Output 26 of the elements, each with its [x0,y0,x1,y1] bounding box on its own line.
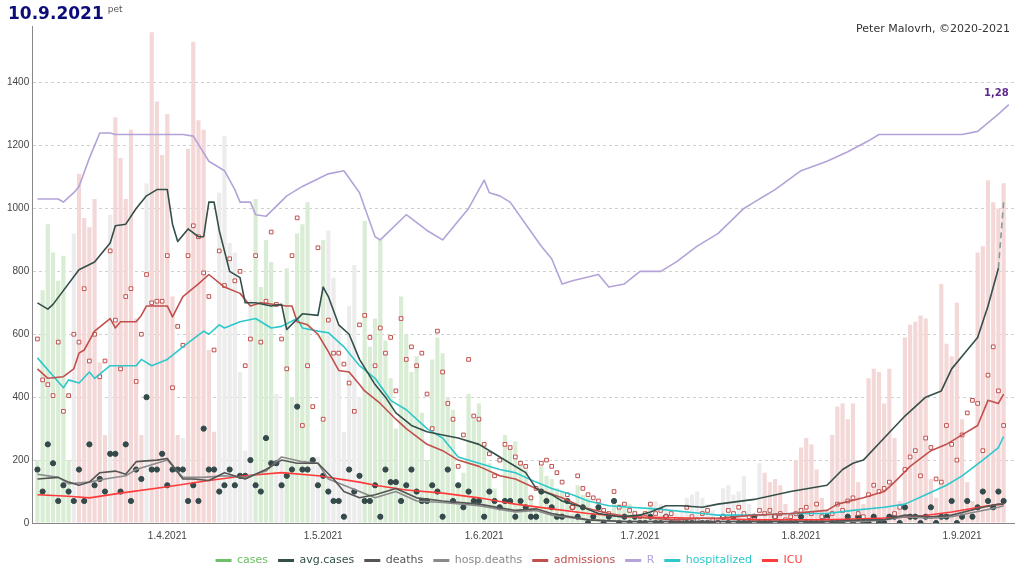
legend-label: admissions [553,553,616,567]
x-tick-label: 1.5.2021 [303,529,344,541]
y-tick-label: 0 [23,516,30,528]
annotation: Peter Malovrh, ©2020-2021 [856,22,1010,35]
legend-label: deaths [385,553,424,567]
y-tick-label: 200 [12,453,30,465]
x-tick-label: 1.9.2021 [942,529,982,541]
x-tick-label: 1.6.2021 [464,529,505,541]
y-tick-label: 400 [12,390,30,402]
x-tick-label: 1.4.2021 [147,529,188,541]
x-tick-label: 1.8.2021 [781,529,821,541]
text: cases [237,553,269,567]
legend-label: avg.cases [299,553,355,567]
legend-label: ICU [783,553,803,567]
chart-subtitle: pet [107,4,123,15]
x-tick-label: 1.7.2021 [620,529,660,541]
chart-title: 10.9.2021 [8,3,104,23]
legend-label: hosp.deaths [454,553,523,567]
y-tick-label: 1000 [7,202,30,214]
y-tick-label: 800 [12,265,30,277]
y-tick-label: 1400 [7,76,30,88]
legend-label: R [646,553,655,567]
legend-label: hospitalized [685,553,752,567]
annotation: 1,28 [984,87,1009,99]
y-tick-label: 1200 [7,139,30,151]
y-tick-label: 600 [12,328,30,340]
